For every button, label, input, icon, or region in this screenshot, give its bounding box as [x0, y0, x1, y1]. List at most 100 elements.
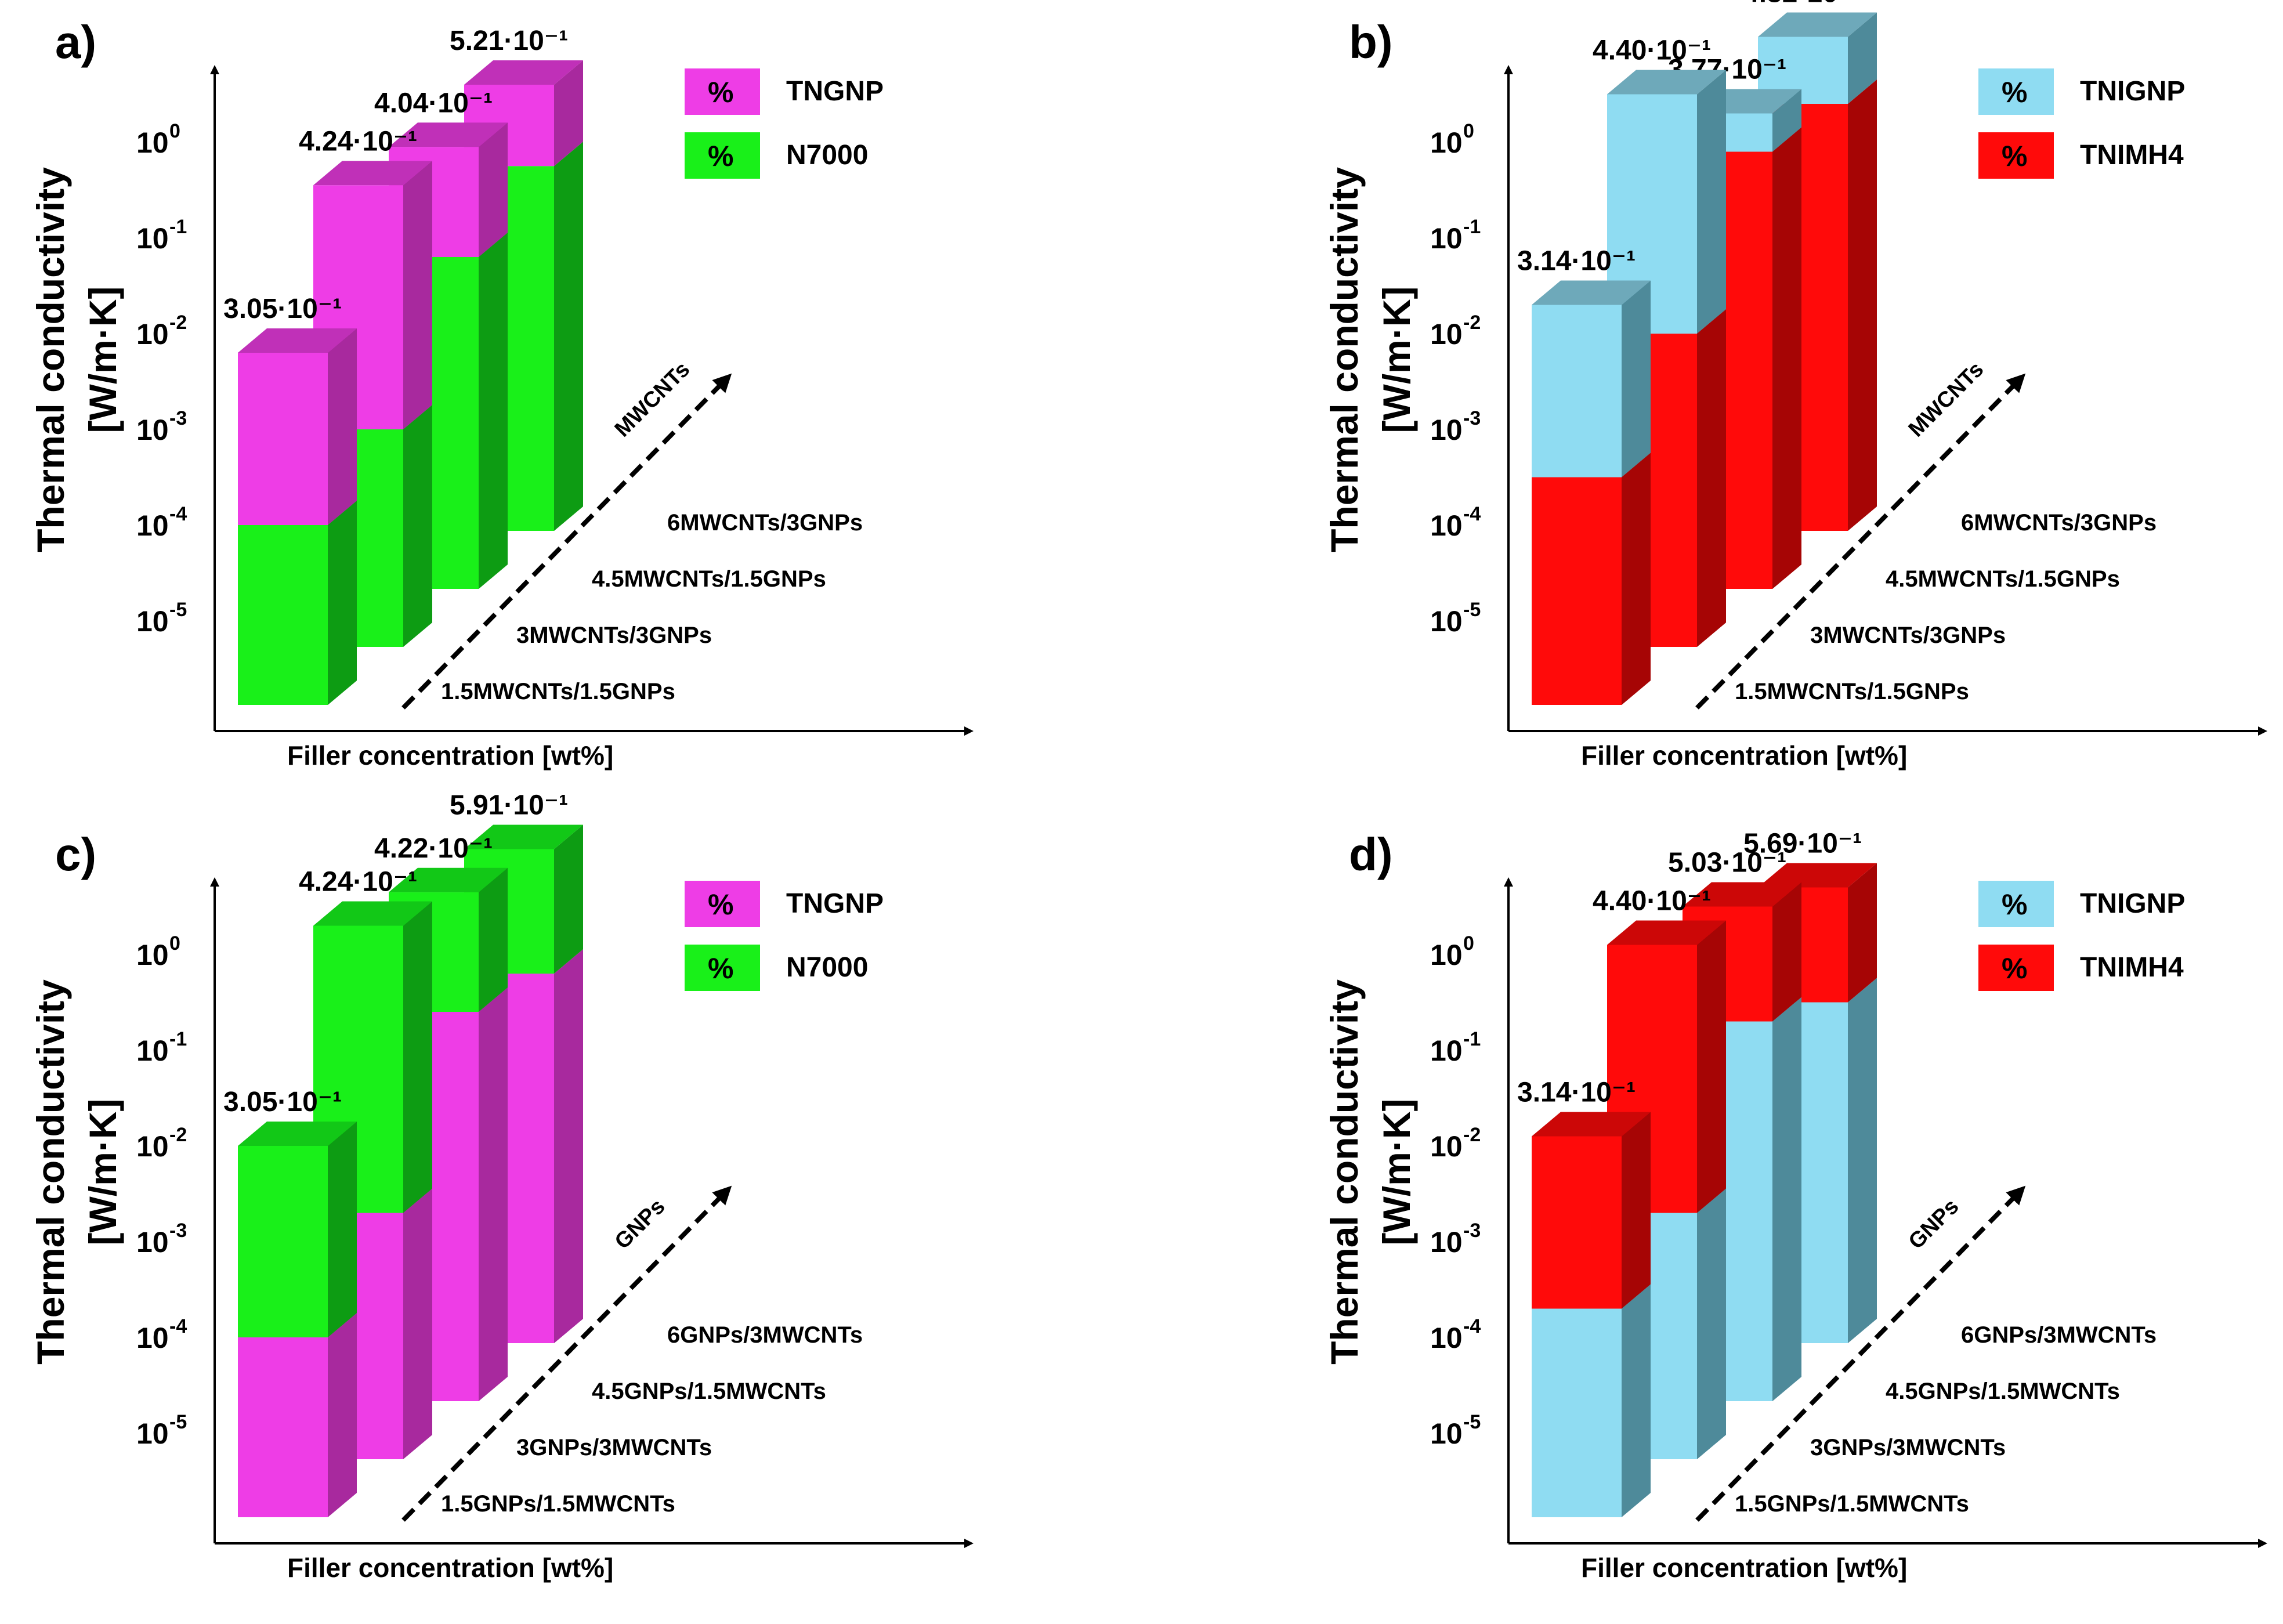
- bar-stack-2: [313, 161, 432, 647]
- y-tick-label: 10 -3: [136, 1220, 187, 1258]
- y-tick-base: 10: [1430, 414, 1463, 446]
- category-label: 3MWCNTs/3GNPs: [516, 623, 712, 648]
- y-tick-exponent: -4: [169, 503, 187, 525]
- y-tick-exponent: -1: [1463, 1028, 1481, 1050]
- bar-value-label: 3.14·10⁻¹: [1517, 246, 1636, 277]
- bar-value-label: 5.21·10⁻¹: [450, 26, 568, 56]
- y-axis-title: Thermal conductivity [W/m·K]: [1323, 979, 1418, 1365]
- legend-swatch: [1978, 945, 2054, 991]
- bar-segment-tnimh4-side: [1697, 920, 1726, 1213]
- legend-item: % TNGNP: [685, 881, 884, 927]
- y-tick-exponent: -5: [1463, 1411, 1481, 1433]
- bar-segment-n7000-side: [479, 867, 508, 1012]
- bar-value-label: 3.14·10⁻¹: [1517, 1077, 1636, 1108]
- legend-marker: %: [708, 888, 733, 921]
- direction-label: MWCNTs: [610, 357, 695, 442]
- legend-swatch: [1978, 132, 2054, 179]
- y-tick-exponent: 0: [1463, 932, 1474, 954]
- y-tick-label: 10 -3: [1430, 407, 1481, 446]
- legend-label: N7000: [786, 952, 868, 983]
- y-axis-title-line1: Thermal conductivity: [1323, 167, 1366, 552]
- y-tick-base: 10: [1430, 1417, 1463, 1450]
- bar-segment-n7000-side: [403, 405, 432, 647]
- bar-segment-tngnp-side: [403, 1188, 432, 1459]
- bar-segment-n7000-side: [554, 142, 583, 531]
- category-label: 6GNPs/3MWCNTs: [667, 1322, 863, 1348]
- y-tick-label: 10 0: [136, 120, 180, 159]
- y-tick-label: 10 -4: [1430, 1315, 1481, 1354]
- bar-segment-tnignp-side: [1622, 280, 1651, 478]
- category-label: 6MWCNTs/3GNPs: [667, 510, 863, 536]
- y-tick-label: 10 -2: [136, 1124, 187, 1163]
- legend-label: TNGNP: [786, 76, 884, 107]
- y-tick-label: 10 -3: [136, 407, 187, 446]
- y-tick-base: 10: [1430, 1035, 1463, 1067]
- y-tick-exponent: 0: [1463, 120, 1474, 142]
- y-tick-exponent: -3: [1463, 1220, 1481, 1242]
- y-tick-exponent: -4: [1463, 503, 1481, 525]
- y-tick-label: 10 -5: [136, 599, 187, 638]
- y-tick-label: 10 -5: [1430, 1411, 1481, 1450]
- legend-label: TNIGNP: [2080, 76, 2185, 107]
- y-tick-exponent: -2: [169, 1124, 187, 1146]
- y-tick-base: 10: [1430, 126, 1463, 159]
- bar-segment-n7000-side: [403, 901, 432, 1213]
- bar-top-face: [1607, 70, 1726, 95]
- y-axis-title-line2: [W/m·K]: [1375, 287, 1418, 433]
- y-tick-label: 10 0: [136, 932, 180, 971]
- bar-stack-1: [1532, 1112, 1651, 1517]
- y-axis-title-line1: Thermal conductivity: [29, 979, 72, 1365]
- y-tick-exponent: 0: [169, 120, 180, 142]
- bar-top-face: [1607, 920, 1726, 945]
- direction-arrow: [1695, 1185, 2026, 1522]
- bar-segment-tnimh4-side: [1848, 863, 1877, 1003]
- y-tick-exponent: -4: [1463, 1315, 1481, 1337]
- y-tick-label: 10 -4: [136, 503, 187, 542]
- bar-top-face: [464, 824, 583, 849]
- legend-label: TNGNP: [786, 888, 884, 919]
- direction-arrow: [401, 373, 732, 710]
- bar-stack-1: [238, 328, 357, 705]
- bar-segment-tnimh4: [1532, 477, 1622, 705]
- y-tick-label: 10 -1: [136, 216, 187, 255]
- y-tick-base: 10: [1430, 318, 1463, 350]
- bar-top-face: [1758, 863, 1877, 888]
- bar-segment-tnimh4-side: [1697, 309, 1726, 647]
- legend-marker: %: [708, 140, 733, 172]
- bar-value-label: 4.04·10⁻¹: [374, 88, 493, 118]
- x-axis-title: Filler concentration [wt%]: [1581, 1553, 1907, 1583]
- bar-top-face: [464, 60, 583, 85]
- bar-segment-tngnp-side: [403, 161, 432, 429]
- legend-marker: %: [708, 76, 733, 108]
- x-axis-title: Filler concentration [wt%]: [287, 1553, 613, 1583]
- bar-segment-tnignp-side: [1848, 12, 1877, 104]
- bar-top-face: [1532, 280, 1651, 305]
- y-tick-base: 10: [136, 509, 169, 542]
- category-label: 1.5MWCNTs/1.5GNPs: [1735, 679, 1969, 704]
- bar-value-label: 4.32·10⁻¹: [1743, 0, 1862, 9]
- bar-segment-tngnp: [238, 353, 328, 525]
- bar-value-label: 4.22·10⁻¹: [374, 833, 493, 864]
- bar-segment-n7000-side: [328, 501, 357, 705]
- y-tick-base: 10: [1430, 222, 1463, 255]
- y-tick-exponent: -2: [1463, 1124, 1481, 1146]
- bar-top-face: [1758, 12, 1877, 37]
- bar-value-label: 5.69·10⁻¹: [1743, 829, 1862, 859]
- x-axis-title: Filler concentration [wt%]: [287, 740, 613, 771]
- bar-segment-tngnp: [238, 1337, 328, 1517]
- legend-swatch: [1978, 881, 2054, 927]
- y-tick-base: 10: [1430, 509, 1463, 542]
- legend-item: % N7000: [685, 945, 868, 991]
- bar-segment-tnignp-side: [1697, 1188, 1726, 1459]
- y-tick-base: 10: [136, 1035, 169, 1067]
- chart-panel-2: b) Thermal conductivity [W/m·K] Filler conc…: [1323, 0, 2267, 771]
- y-tick-exponent: -1: [1463, 216, 1481, 238]
- y-tick-base: 10: [136, 414, 169, 446]
- bar-segment-n7000-side: [554, 824, 583, 974]
- bar-stack-1: [1532, 280, 1651, 705]
- legend-item: % TNIGNP: [1978, 881, 2185, 927]
- y-tick-base: 10: [136, 222, 169, 255]
- category-label: 1.5GNPs/1.5MWCNTs: [441, 1491, 675, 1517]
- bar-segment-tnignp: [1532, 1308, 1622, 1517]
- bar-segment-tngnp-side: [328, 1313, 357, 1517]
